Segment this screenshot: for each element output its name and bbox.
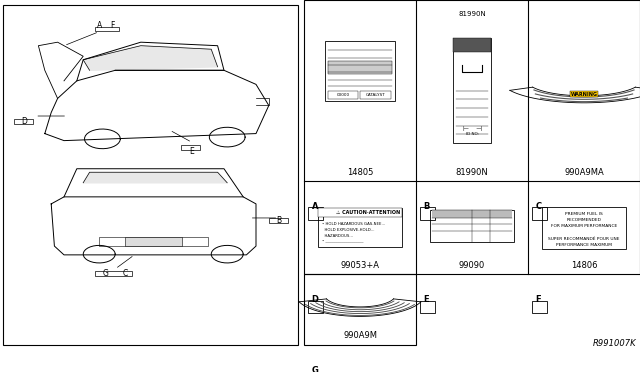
Bar — [453, 38, 492, 52]
Text: 81990N: 81990N — [458, 10, 486, 16]
Bar — [304, 274, 416, 344]
Bar — [304, 0, 640, 274]
Text: 14806: 14806 — [571, 261, 597, 270]
Text: G: G — [312, 366, 319, 372]
Text: F: F — [110, 21, 114, 30]
Text: FOR MAXIMUM PERFORMANCE: FOR MAXIMUM PERFORMANCE — [551, 224, 617, 228]
Bar — [308, 301, 323, 313]
Bar — [3, 5, 298, 344]
Bar — [324, 41, 395, 101]
Text: C: C — [536, 202, 542, 211]
Text: G: G — [102, 269, 109, 278]
Bar — [360, 90, 390, 99]
Polygon shape — [83, 172, 227, 183]
Text: 99053+A: 99053+A — [340, 261, 380, 270]
Text: C: C — [122, 269, 127, 278]
Text: 99090: 99090 — [459, 261, 485, 270]
Text: ⊢: ⊢ — [463, 126, 468, 132]
Bar — [308, 208, 323, 220]
Text: 990A9MA: 990A9MA — [564, 168, 604, 177]
Text: ID NO:: ID NO: — [465, 132, 479, 137]
Bar — [328, 61, 392, 74]
Text: E: E — [189, 147, 195, 155]
Text: D: D — [21, 117, 28, 126]
Bar — [532, 208, 547, 220]
Bar — [319, 208, 402, 247]
Text: B: B — [424, 202, 430, 211]
Text: SUPER RECOMMANDÉ POUR UNE: SUPER RECOMMANDÉ POUR UNE — [548, 237, 620, 241]
Text: RECOMMENDED: RECOMMENDED — [566, 218, 602, 222]
Bar — [432, 210, 513, 218]
Text: CATALYST: CATALYST — [365, 93, 385, 97]
Text: HAZARDOUS...: HAZARDOUS... — [321, 234, 353, 238]
Text: R991007K: R991007K — [593, 339, 637, 348]
Bar — [453, 38, 492, 143]
Bar — [95, 27, 119, 31]
Text: ⊣: ⊣ — [476, 126, 481, 132]
Text: PREMIUM FUEL IS: PREMIUM FUEL IS — [565, 212, 603, 216]
Bar — [328, 90, 358, 99]
Text: PERFORMANCE MAXIMUM: PERFORMANCE MAXIMUM — [556, 243, 612, 247]
Text: A: A — [97, 21, 102, 30]
Text: • ___________________: • ___________________ — [321, 240, 363, 244]
Text: WARNING: WARNING — [570, 92, 598, 97]
Text: E: E — [424, 295, 429, 304]
Text: D: D — [312, 295, 319, 304]
Bar — [99, 237, 208, 246]
Text: • HOLD HAZARDOUS GAS-NEE...: • HOLD HAZARDOUS GAS-NEE... — [321, 222, 385, 226]
Bar — [431, 210, 514, 242]
Bar — [420, 208, 435, 220]
Text: 00000: 00000 — [337, 93, 350, 97]
Bar — [181, 145, 200, 150]
Bar — [532, 301, 547, 313]
Bar — [420, 301, 435, 313]
Bar — [14, 119, 33, 124]
Text: ⚠ CAUTION·ATTENTION: ⚠ CAUTION·ATTENTION — [337, 210, 401, 215]
Polygon shape — [83, 46, 218, 70]
Bar — [269, 218, 288, 222]
Text: 990A9M: 990A9M — [343, 331, 377, 340]
Text: B: B — [276, 215, 281, 225]
Bar — [319, 208, 402, 217]
Text: 81990N: 81990N — [456, 168, 488, 177]
Bar — [125, 237, 182, 246]
Bar — [543, 206, 626, 249]
Text: A: A — [312, 202, 318, 211]
Text: F: F — [536, 295, 541, 304]
Text: HOLD EXPLOSIVE-HOLD...: HOLD EXPLOSIVE-HOLD... — [321, 228, 374, 232]
Bar — [308, 371, 323, 372]
Text: 14805: 14805 — [347, 168, 373, 177]
Bar — [95, 271, 132, 276]
